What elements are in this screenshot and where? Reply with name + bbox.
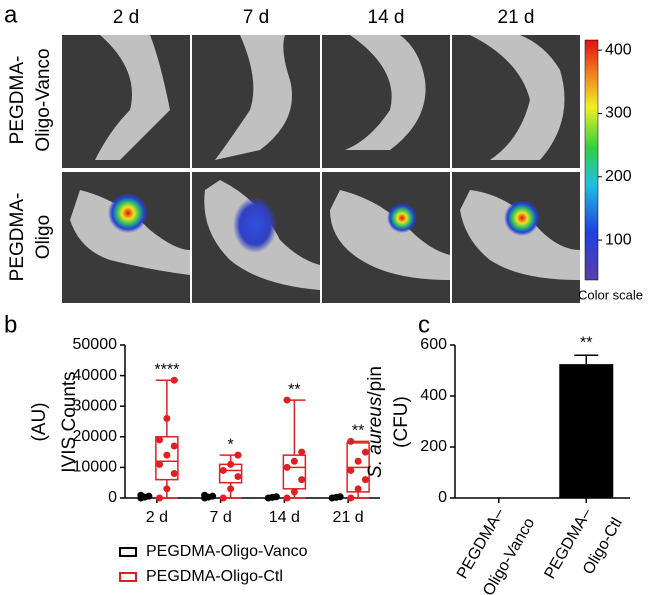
data-point xyxy=(156,460,164,468)
data-point xyxy=(298,448,306,456)
panel-label: a xyxy=(4,1,18,28)
data-point xyxy=(290,488,298,496)
row-label: PEGDMA- xyxy=(7,193,28,282)
data-point xyxy=(336,493,344,501)
y-axis-label: S. aureus/pin xyxy=(365,366,386,478)
column-label: 7 d xyxy=(243,7,269,28)
data-point xyxy=(283,396,291,404)
significance: **** xyxy=(154,361,179,378)
colorbar-tick-label: 200 xyxy=(605,168,632,185)
significance: ** xyxy=(580,334,592,351)
y-tick-label: 400 xyxy=(420,387,447,404)
y-tick-label: 30000 xyxy=(73,397,118,414)
y-axis-label: (AU) xyxy=(29,402,50,441)
y-axis-label-part: /pin xyxy=(365,366,386,397)
data-point xyxy=(156,436,164,444)
photo-grid xyxy=(62,35,580,303)
x-tick-label: 7 d xyxy=(210,509,232,526)
data-point xyxy=(170,376,178,384)
data-point xyxy=(219,466,227,474)
data-point xyxy=(170,470,178,478)
row-label: PEGDMA- xyxy=(7,56,28,145)
colorbar-tick-label: 300 xyxy=(605,105,632,122)
colorbar xyxy=(584,39,599,281)
legend-swatch xyxy=(119,572,137,582)
y-tick-label: 200 xyxy=(420,438,447,455)
data-point xyxy=(347,466,355,474)
y-tick-label: 40000 xyxy=(73,367,118,384)
y-axis-label-part: S. aureus xyxy=(365,396,386,478)
bar xyxy=(559,364,614,498)
data-point xyxy=(145,492,153,500)
data-point xyxy=(354,485,362,493)
data-point xyxy=(283,494,291,502)
colorbar-tick-label: 100 xyxy=(605,231,632,248)
y-tick-label: 50000 xyxy=(73,336,118,353)
data-point xyxy=(361,476,369,484)
data-point xyxy=(163,414,171,422)
data-point xyxy=(163,485,171,493)
data-point xyxy=(137,491,145,499)
legend-swatch xyxy=(119,547,137,557)
column-label: 14 d xyxy=(368,7,405,28)
column-label: 2 d xyxy=(113,7,139,28)
colorbar-tick-label: 400 xyxy=(605,41,632,58)
significance: * xyxy=(228,436,234,453)
panel-label: c xyxy=(418,311,430,338)
x-tick-label: 14 d xyxy=(269,509,300,526)
data-point xyxy=(272,493,280,501)
data-point xyxy=(234,473,242,481)
x-tick-label: 21 d xyxy=(333,509,364,526)
colorbar-label: Color scale xyxy=(578,287,643,302)
significance: ** xyxy=(352,423,364,440)
panel-label: b xyxy=(4,311,17,338)
legend-label: PEGDMA-Oligo-Ctl xyxy=(146,568,283,585)
y-tick-label: 0 xyxy=(438,489,447,506)
data-point xyxy=(298,476,306,484)
data-point xyxy=(209,492,217,500)
data-point xyxy=(219,494,227,502)
y-tick-label: 600 xyxy=(420,336,447,353)
data-point xyxy=(227,485,235,493)
data-point xyxy=(361,448,369,456)
column-label: 21 d xyxy=(498,7,535,28)
significance: ** xyxy=(288,381,300,398)
panel-b: 0 10000 20000 30000 40000 50000 IVIS Counts (AU… xyxy=(29,336,380,585)
data-point xyxy=(347,437,355,445)
legend-label: PEGDMA-Oligo-Vanco xyxy=(146,543,308,560)
y-axis-label: IVIS Counts xyxy=(59,371,80,472)
data-point xyxy=(170,442,178,450)
data-point xyxy=(290,457,298,465)
row-label: Oligo xyxy=(33,215,54,259)
row-label: Oligo-Vanco xyxy=(33,48,54,151)
data-point xyxy=(163,451,171,459)
y-tick-label: 10000 xyxy=(73,459,118,476)
y-tick-label: 0 xyxy=(108,489,117,506)
y-axis-label: (CFU) xyxy=(391,396,412,448)
y-tick-label: 20000 xyxy=(73,428,118,445)
data-point xyxy=(156,494,164,502)
data-point xyxy=(234,451,242,459)
data-point xyxy=(354,457,362,465)
data-point xyxy=(283,463,291,471)
data-point xyxy=(201,491,209,499)
data-point xyxy=(227,460,235,468)
data-point xyxy=(347,494,355,502)
x-tick-label: 2 d xyxy=(146,509,168,526)
